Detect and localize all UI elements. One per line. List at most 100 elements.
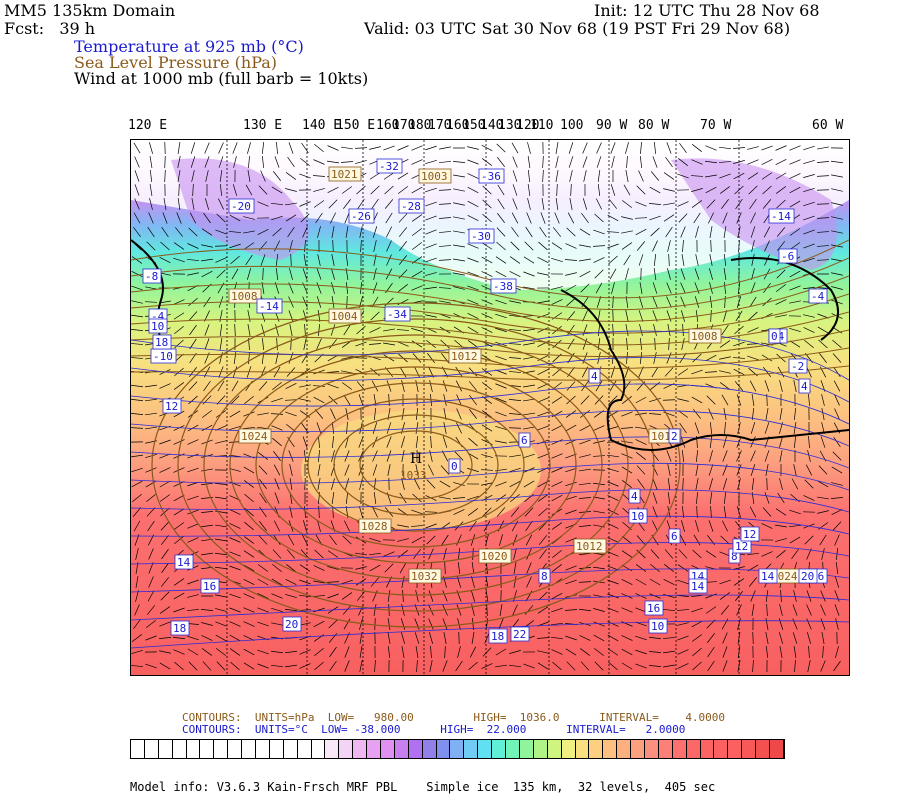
- wind-barb: [750, 282, 756, 294]
- wind-barb: [346, 421, 348, 435]
- temperature-contour: [131, 542, 849, 565]
- wind-barb: [495, 648, 507, 656]
- slp-label-box: [688, 328, 722, 344]
- wind-barb: [567, 212, 575, 224]
- longitude-label: 140 E: [302, 118, 342, 133]
- wind-barb: [764, 422, 770, 434]
- wind-barb: [131, 467, 143, 473]
- wind-barb: [131, 454, 143, 458]
- wind-barb: [481, 482, 493, 486]
- wind-barb: [724, 281, 726, 295]
- wind-barb: [508, 371, 522, 373]
- wind-barb: [649, 636, 661, 640]
- temp-label: 8: [541, 570, 548, 583]
- wind-barb: [804, 535, 814, 545]
- wind-barb: [653, 324, 657, 336]
- wind-barb: [819, 534, 827, 546]
- wind-barb: [285, 608, 297, 612]
- wind-barb: [806, 632, 812, 644]
- wind-barb: [257, 564, 269, 572]
- wind-barb: [704, 371, 718, 373]
- wind-barb: [564, 609, 578, 611]
- wind-barb: [607, 495, 619, 501]
- wind-barb: [314, 409, 324, 419]
- wind-barb: [668, 253, 670, 267]
- wind-barb: [299, 398, 311, 402]
- wind-barb: [565, 272, 577, 276]
- wind-barb: [243, 550, 255, 558]
- wind-barb: [482, 647, 492, 657]
- wind-barb: [481, 144, 493, 152]
- wind-barb: [821, 408, 825, 420]
- wind-barb: [147, 226, 155, 238]
- wind-barb: [399, 366, 407, 378]
- wind-barb: [344, 464, 350, 476]
- wind-barb: [145, 453, 157, 459]
- wind-barb: [440, 465, 450, 475]
- wind-barb: [816, 231, 830, 233]
- wind-barb: [551, 481, 563, 487]
- wind-barb: [764, 240, 770, 252]
- colorbar-swatch: [561, 740, 576, 758]
- temp-label: -8: [145, 270, 158, 283]
- wind-barb: [510, 493, 520, 503]
- wind-barb: [722, 212, 728, 224]
- wind-barb: [693, 534, 701, 546]
- wind-barb: [551, 467, 563, 473]
- wind-barb: [835, 618, 839, 630]
- wind-barb: [300, 549, 310, 559]
- wind-barb: [663, 594, 675, 598]
- wind-barb: [304, 477, 306, 491]
- wind-barb: [359, 226, 363, 238]
- wind-barb: [509, 271, 521, 277]
- wind-barb: [215, 496, 227, 500]
- wind-barb: [803, 327, 815, 333]
- wind-barb: [831, 466, 843, 474]
- wind-barb: [593, 510, 605, 514]
- wind-barb: [524, 493, 534, 503]
- longitude-label: 170: [392, 118, 416, 133]
- wind-barb: [734, 381, 744, 391]
- wind-barb: [681, 310, 685, 322]
- wind-barb: [173, 578, 185, 586]
- wind-barb: [765, 618, 769, 630]
- wind-barb: [398, 284, 408, 292]
- wind-barb: [411, 214, 423, 222]
- wind-barb: [793, 380, 797, 392]
- wind-barb: [482, 382, 492, 390]
- wind-barb: [803, 257, 815, 263]
- wind-barb: [218, 142, 224, 154]
- wind-barb: [833, 436, 841, 448]
- wind-barb: [594, 269, 604, 279]
- wind-barb: [597, 170, 601, 182]
- longitude-label: 140: [480, 118, 504, 133]
- wind-barb: [524, 241, 534, 251]
- wind-barb: [511, 520, 519, 532]
- wind-barb: [705, 593, 717, 599]
- wind-barb: [791, 478, 799, 490]
- wind-barb: [369, 327, 381, 333]
- wind-barb: [285, 188, 297, 192]
- slp-label: 1012: [451, 350, 478, 363]
- wind-barb: [149, 156, 153, 168]
- wind-barb: [818, 465, 828, 475]
- wind-barb: [776, 227, 786, 237]
- temp-label-box: [644, 600, 664, 616]
- wind-barb: [289, 268, 293, 280]
- wind-barb: [467, 214, 479, 222]
- wind-barb: [833, 380, 841, 392]
- colorbar-swatch: [186, 740, 201, 758]
- wind-barb: [161, 562, 169, 574]
- wind-barb: [327, 566, 339, 570]
- wind-barb: [551, 286, 563, 290]
- wind-barb: [523, 480, 535, 488]
- wind-barb: [229, 523, 241, 529]
- temperature-contour: [131, 620, 849, 649]
- wind-barb: [706, 395, 716, 405]
- wind-barb: [663, 664, 675, 668]
- wind-barb: [274, 478, 280, 490]
- wind-barb: [695, 226, 699, 238]
- wind-barb: [145, 286, 157, 290]
- wind-barb: [304, 505, 306, 519]
- wind-barb: [752, 659, 754, 673]
